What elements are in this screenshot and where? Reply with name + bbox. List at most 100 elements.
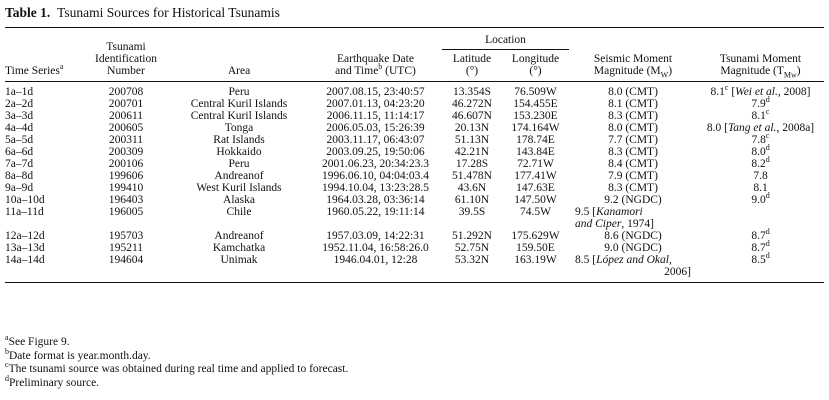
- cell-tsunami-moment: 7.8: [753, 170, 768, 182]
- cell-longitude: 154.455E: [513, 98, 558, 110]
- cell-datetime: 1996.06.10, 04:04:03.4: [321, 170, 429, 182]
- cell-tsunami-id: 199410: [108, 182, 144, 194]
- table-row: 9a–9d 199410 West Kuril Islands 1994.10.04,…: [5, 182, 824, 194]
- cell-datetime: 2006.11.15, 11:14:17: [326, 110, 425, 122]
- table-row: 11a–11d 196005 Chile 1960.05.22, 19:11:14 39…: [5, 206, 824, 230]
- cell-tsunami-id: 200309: [108, 146, 144, 158]
- cell-latitude: 61.10N: [454, 194, 490, 206]
- table-caption: Table 1. Tsunami Sources for Historical …: [5, 5, 280, 21]
- header-tsunami-id: Tsunami Identification Number: [95, 41, 157, 77]
- cell-seismic-moment: 9.2 (NGDC): [604, 194, 662, 206]
- cell-area: Alaska: [223, 194, 255, 206]
- table-row: 4a–4d 200605 Tonga 2006.05.03, 15:26:39 20.1…: [5, 122, 824, 134]
- cell-time-series: 1a–1d: [5, 86, 34, 98]
- cell-latitude: 51.292N: [452, 230, 492, 242]
- cell-longitude: 153.230E: [513, 110, 558, 122]
- cell-tsunami-id: 200611: [108, 110, 144, 122]
- cell-tsunami-moment: 8.5d: [751, 251, 770, 266]
- cell-area: Andreanof: [214, 230, 264, 242]
- cell-longitude: 72.71W: [517, 158, 554, 170]
- cell-area: Central Kuril Islands: [190, 98, 288, 110]
- table-row: 1a–1d 200708 Peru 2007.08.15, 23:40:57 13.35…: [5, 82, 824, 98]
- table-body: 1a–1d 200708 Peru 2007.08.15, 23:40:57 13.35…: [5, 82, 824, 283]
- cell-tsunami-moment: 7.9d: [751, 95, 770, 110]
- cell-latitude: 13.354S: [452, 86, 492, 98]
- cell-tsunami-id: 194604: [108, 254, 144, 266]
- header-latitude: Latitude (°): [452, 53, 492, 77]
- cell-latitude: 39.5S: [458, 206, 486, 218]
- cell-tsunami-moment: 9.0d: [751, 191, 770, 206]
- cell-datetime: 2003.09.25, 19:50:06: [326, 146, 425, 158]
- table-row: 5a–5d 200311 Rat Islands 2003.11.17, 06:43:…: [5, 132, 824, 146]
- cell-tsunami-moment: 8.1: [753, 182, 768, 194]
- cell-time-series: 5a–5d: [5, 134, 34, 146]
- cell-seismic-moment: 8.0 (CMT): [608, 86, 658, 98]
- cell-tsunami-moment: 8.0d: [751, 143, 770, 158]
- cell-seismic-moment: 9.0 (NGDC): [604, 242, 662, 254]
- cell-datetime: 2003.11.17, 06:43:07: [326, 134, 425, 146]
- cell-latitude: 46.272N: [452, 98, 492, 110]
- cell-latitude: 43.6N: [457, 182, 487, 194]
- cell-tsunami-id: 196403: [108, 194, 144, 206]
- table-row: 14a–14d 194604 Unimak 1946.04.01, 12:28 53.3…: [5, 251, 824, 283]
- cell-tsunami-moment: 8.7d: [751, 227, 770, 242]
- cell-longitude: 174.164W: [511, 122, 560, 134]
- tsunami-sources-table: Time Seriesa Tsunami Identification Number…: [5, 27, 824, 283]
- cell-datetime: 1957.03.09, 14:22:31: [326, 230, 425, 242]
- cell-time-series: 9a–9d: [5, 182, 34, 194]
- table-header: Time Seriesa Tsunami Identification Number…: [5, 27, 824, 82]
- cell-tsunami-id: 199606: [108, 170, 144, 182]
- cell-latitude: 51.478N: [452, 170, 492, 182]
- cell-tsunami-id: 200701: [108, 98, 144, 110]
- cell-tsunami-id: 196005: [108, 206, 144, 218]
- cell-time-series: 3a–3d: [5, 110, 34, 122]
- cell-longitude: 74.5W: [520, 206, 551, 218]
- cell-area: Tonga: [224, 122, 254, 134]
- cell-area: Andreanof: [214, 170, 264, 182]
- cell-longitude: 147.50W: [514, 194, 557, 206]
- cell-tsunami-moment: 8.7d: [751, 239, 770, 254]
- cell-longitude: 147.63E: [516, 182, 555, 194]
- cell-longitude: 177.41W: [514, 170, 557, 182]
- table-row: 8a–8d 199606 Andreanof 1996.06.10, 04:04:03…: [5, 170, 824, 182]
- cell-longitude: 163.19W: [514, 254, 557, 266]
- cell-seismic-moment: 7.9 (CMT): [608, 170, 658, 182]
- footnote: cThe tsunami source was obtained during …: [5, 360, 349, 375]
- cell-tsunami-id: 195703: [108, 230, 144, 242]
- cell-longitude: 178.74E: [516, 134, 555, 146]
- footnote: aSee Figure 9.: [5, 333, 70, 348]
- cell-area: Hokkaido: [216, 146, 262, 158]
- header-seismic-moment: Seismic Moment Magnitude (MW): [593, 53, 673, 80]
- table-row: 10a–10d 196403 Alaska 1964.03.28, 03:36:14 6…: [5, 191, 824, 206]
- cell-seismic-moment: 8.4 (CMT): [608, 158, 658, 170]
- cell-datetime: 1964.03.28, 03:36:14: [326, 194, 425, 206]
- cell-longitude: 159.50E: [516, 242, 555, 254]
- cell-latitude: 42.21N: [454, 146, 490, 158]
- footnote: dPreliminary source.: [5, 373, 100, 389]
- cell-datetime: 1994.10.04, 13:23:28.5: [321, 182, 429, 194]
- cell-tsunami-moment: 8.1c: [751, 107, 770, 122]
- cell-tsunami-id: 200708: [108, 86, 144, 98]
- cell-tsunami-moment: 8.0 [Tang et al., 2008a]: [706, 122, 815, 134]
- header-longitude: Longitude (°): [511, 53, 560, 77]
- cell-tsunami-id: 200311: [108, 134, 144, 146]
- table-title: Tsunami Sources for Historical Tsunamis: [57, 5, 280, 20]
- cell-time-series: 6a–6d: [5, 146, 34, 158]
- cell-latitude: 20.13N: [454, 122, 490, 134]
- cell-area: West Kuril Islands: [196, 182, 282, 194]
- table-row: 2a–2d 200701 Central Kuril Islands 2007.01.…: [5, 95, 824, 110]
- table-label: Table 1.: [5, 5, 51, 20]
- header-earthquake-datetime: Earthquake Date and Timeb (UTC): [335, 53, 416, 77]
- header-area: Area: [227, 65, 251, 77]
- footnotes: aSee Figure 9. bDate format is year.month…: [5, 333, 349, 390]
- cell-latitude: 53.32N: [454, 254, 490, 266]
- cell-area: Peru: [228, 158, 250, 170]
- table-row: 3a–3d 200611 Central Kuril Islands 2006.11.…: [5, 107, 824, 122]
- header-time-series: Time Seriesa: [5, 62, 64, 77]
- footnote: bDate format is year.month.day.: [5, 346, 151, 362]
- cell-area: Central Kuril Islands: [190, 110, 288, 122]
- cell-longitude: 143.84E: [516, 146, 555, 158]
- cell-tsunami-id: 200106: [108, 158, 144, 170]
- table-row: 12a–12d 195703 Andreanof 1957.03.09, 14:22:…: [5, 227, 824, 242]
